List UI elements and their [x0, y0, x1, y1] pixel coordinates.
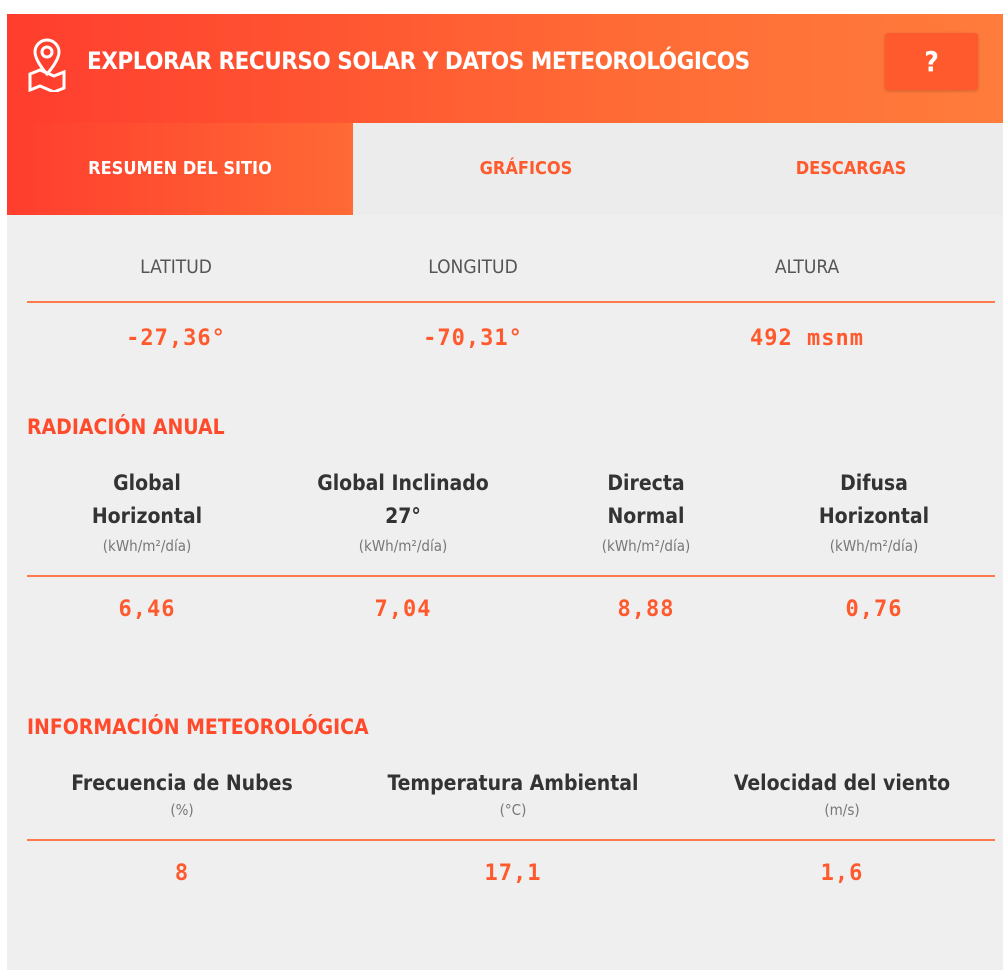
column-unit: (°C) [499, 801, 527, 819]
column-name: Global Inclinado 27° [317, 467, 489, 533]
column-unit: (m/s) [824, 801, 860, 819]
section-title: INFORMACIÓN METEOROLÓGICA [27, 715, 369, 739]
column-name: Directa Normal [607, 467, 684, 533]
name-line: Velocidad del viento [733, 771, 951, 795]
name-line: Horizontal [818, 504, 930, 528]
tab[interactable]: GRÁFICOS [479, 158, 573, 179]
column-value: 8 [174, 861, 190, 886]
section-title: RADIACIÓN ANUAL [27, 415, 225, 439]
column-unit: (kWh/m²/día) [358, 537, 448, 555]
tab[interactable]: DESCARGAS [795, 158, 907, 179]
column-name: Velocidad del viento [734, 767, 950, 800]
column-value: 8,88 [617, 597, 675, 622]
column-unit: (kWh/m²/día) [601, 537, 691, 555]
tab[interactable]: RESUMEN DEL SITIO [7, 123, 353, 215]
name-line: Horizontal [91, 504, 203, 528]
column-value: 7,04 [374, 597, 432, 622]
name-line: Global Inclinado [317, 471, 489, 495]
header-title: EXPLORAR RECURSO SOLAR Y DATOS METEOROLÓ… [87, 47, 750, 75]
divider [27, 575, 995, 577]
name-line: 27° [385, 504, 421, 528]
name-line: Frecuencia de Nubes [71, 771, 293, 795]
column-name: Difusa Horizontal [819, 467, 929, 533]
name-line: Temperatura Ambiental [387, 771, 639, 795]
tab-bar: RESUMEN DEL SITIO GRÁFICOS DESCARGAS [7, 123, 1003, 215]
location-label: LATITUD [140, 256, 212, 278]
name-line: Normal [607, 504, 685, 528]
name-line: Directa [607, 471, 685, 495]
location-value: 492 msnm [750, 326, 864, 351]
column-unit: (kWh/m²/día) [829, 537, 919, 555]
name-line: Global [113, 471, 181, 495]
location-label: ALTURA [774, 256, 840, 278]
location-value: -70,31° [423, 326, 523, 351]
column-value: 0,76 [845, 597, 903, 622]
column-value: 1,6 [820, 861, 864, 886]
help-button[interactable]: ? [885, 33, 978, 90]
column-name: Frecuencia de Nubes [71, 767, 292, 800]
column-name: Global Horizontal [92, 467, 202, 533]
divider [27, 301, 995, 303]
name-line: Difusa [840, 471, 908, 495]
header: EXPLORAR RECURSO SOLAR Y DATOS METEOROLÓ… [7, 14, 1003, 123]
location-label: LONGITUD [428, 256, 518, 278]
column-unit: (kWh/m²/día) [102, 537, 192, 555]
column-name: Temperatura Ambiental [388, 767, 639, 800]
panel: EXPLORAR RECURSO SOLAR Y DATOS METEOROLÓ… [7, 14, 1003, 970]
column-unit: (%) [170, 801, 194, 819]
location-value: -27,36° [126, 326, 226, 351]
column-value: 17,1 [484, 861, 542, 886]
map-icon [28, 38, 66, 92]
divider [27, 839, 995, 841]
column-value: 6,46 [118, 597, 176, 622]
